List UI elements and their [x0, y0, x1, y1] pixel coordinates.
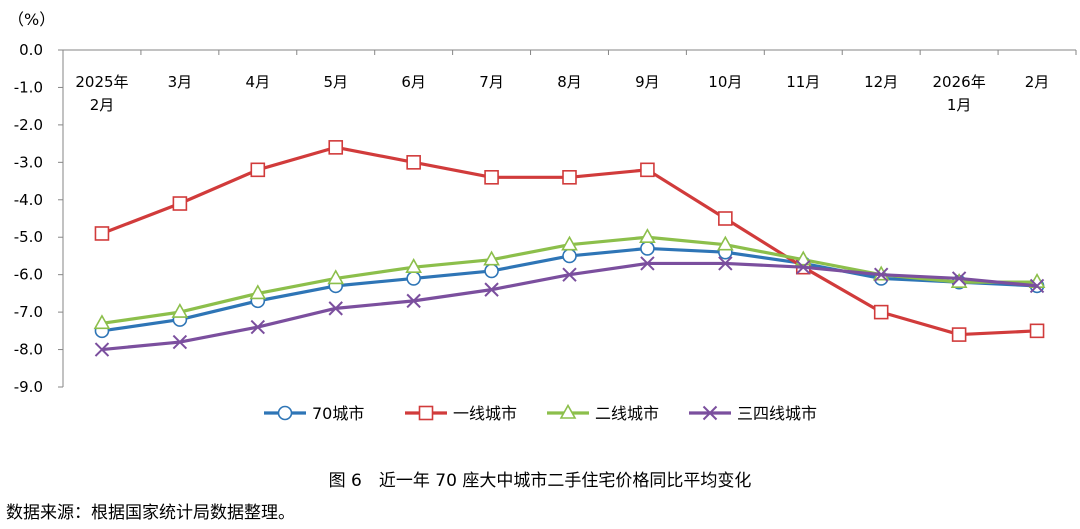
- data-point: [328, 301, 343, 316]
- data-point: [562, 248, 577, 264]
- x-tick-label: 2026年: [933, 73, 986, 91]
- data-point: [1029, 323, 1045, 339]
- data-point: [873, 304, 889, 320]
- data-point: [405, 258, 423, 273]
- x-tick-label: 3月: [168, 73, 193, 91]
- legend-item: 一线城市: [405, 404, 517, 423]
- legend-swatch-marker: [418, 405, 434, 421]
- x-tick-label: 11月: [786, 73, 820, 91]
- data-point: [640, 241, 655, 256]
- data-point: [562, 170, 577, 185]
- x-tick-labels: 2025年 2月 3月 4月 5月 6月 7月 8月 9月 10月 11月 12月 2026年 1月 2月: [75, 73, 1049, 114]
- data-point: [484, 263, 499, 279]
- figure-caption: 图 6 近一年 70 座大中城市二手住宅价格同比平均变化: [328, 471, 752, 491]
- x-tick-label: 6月: [401, 73, 426, 91]
- data-point: [172, 196, 188, 211]
- data-point: [328, 140, 344, 155]
- data-source-note: 数据来源：根据国家统计局数据整理。: [6, 503, 295, 523]
- data-point: [951, 271, 967, 286]
- data-point: [93, 314, 111, 330]
- x-tick-label: 12月: [864, 73, 898, 91]
- legend-swatch-marker: [702, 405, 718, 421]
- legend-label: 70城市: [312, 404, 364, 423]
- data-point: [249, 284, 267, 300]
- data-point: [718, 211, 733, 226]
- data-point: [639, 228, 656, 244]
- data-point: [406, 155, 421, 170]
- series-1: [94, 241, 1045, 339]
- data-point: [250, 319, 266, 335]
- y-axis-unit-label: （%）: [8, 10, 55, 29]
- data-point: [796, 259, 811, 275]
- data-point: [171, 302, 189, 318]
- data-point: [716, 235, 734, 251]
- legend-item: 70城市: [264, 404, 364, 423]
- x-tick-label: 9月: [635, 73, 660, 91]
- data-point: [172, 334, 188, 350]
- legend-label: 三四线城市: [737, 404, 817, 423]
- legend-label: 一线城市: [453, 404, 517, 423]
- legend-item: 二线城市: [547, 403, 659, 423]
- data-point: [640, 256, 655, 271]
- series-group: [93, 140, 1046, 357]
- data-point: [951, 327, 967, 342]
- x-tick-label: 10月: [708, 73, 742, 91]
- data-point: [640, 162, 655, 178]
- legend-item: 三四线城市: [689, 404, 817, 423]
- y-tick-label: -6.0: [14, 266, 43, 284]
- y-tick-label: -5.0: [14, 228, 43, 246]
- data-point: [327, 269, 345, 285]
- data-point: [562, 267, 577, 282]
- y-tick-label: -1.0: [14, 78, 43, 96]
- x-tick-label: 8月: [557, 73, 582, 91]
- axes: [58, 49, 1077, 388]
- y-tick-label: -7.0: [14, 303, 43, 321]
- x-tick-label: 2月: [1025, 73, 1050, 91]
- x-tick-label: 2月: [90, 96, 115, 114]
- y-tick-label: -2.0: [14, 116, 43, 134]
- data-point: [406, 271, 421, 286]
- data-point: [718, 256, 733, 271]
- data-point: [250, 162, 266, 178]
- x-tick-label: 1月: [947, 96, 972, 114]
- data-point: [1029, 278, 1045, 294]
- y-tick-label: 0.0: [19, 41, 43, 59]
- x-tick-label: 5月: [323, 73, 348, 91]
- data-point: [484, 170, 499, 185]
- series-4: [94, 256, 1045, 357]
- x-tick-label: 2025年: [75, 73, 128, 91]
- data-point: [94, 226, 110, 241]
- legend-label: 二线城市: [595, 404, 659, 423]
- y-tick-label: -8.0: [14, 341, 43, 359]
- data-point: [406, 293, 421, 309]
- data-point: [483, 250, 500, 266]
- data-point: [561, 235, 578, 251]
- series-line: [101, 261, 1038, 352]
- line-chart: （%） 0.0 -1.0 -2.0 -3.0 -4.0 -5.0 -6.0 -7.0 -8.0 -…: [8, 10, 1077, 423]
- y-tick-labels: 0.0 -1.0 -2.0 -3.0 -4.0 -5.0 -6.0 -7.0 -8.0 -9.0: [14, 41, 43, 396]
- legend-swatch-marker: [559, 403, 577, 419]
- x-tick-label: 4月: [246, 73, 271, 91]
- y-tick-label: -3.0: [14, 153, 43, 171]
- data-point: [94, 342, 110, 357]
- x-tick-label: 7月: [479, 73, 504, 91]
- legend: 70城市 一线城市 二线城市 三四线城市: [264, 403, 817, 423]
- y-tick-label: -4.0: [14, 191, 43, 209]
- legend-swatch-marker: [277, 405, 293, 421]
- data-point: [873, 267, 889, 282]
- data-point: [484, 282, 499, 297]
- y-tick-label: -9.0: [14, 378, 43, 396]
- data-point: [794, 250, 812, 266]
